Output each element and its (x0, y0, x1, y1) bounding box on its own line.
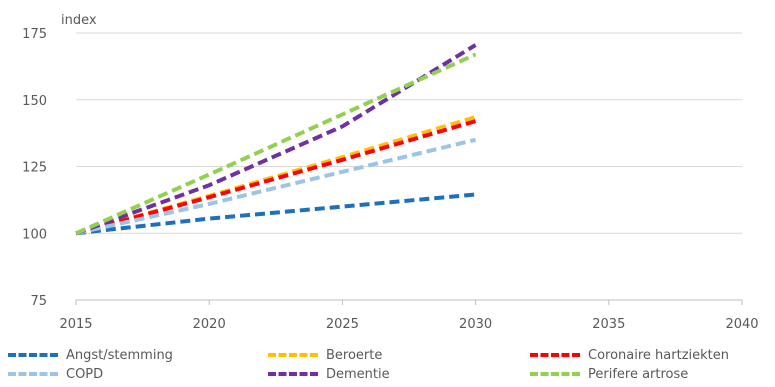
x-tick-label: 2030 (459, 317, 492, 332)
legend-label: COPD (66, 366, 104, 382)
x-tick-labels: 2015 2020 2025 2030 2035 2040 (59, 317, 758, 332)
y-tick-label: 75 (30, 294, 47, 309)
series-line (75, 52, 477, 236)
legend-item: Angst/stemming (8, 346, 173, 364)
grid-lines (76, 32, 742, 234)
series-line (75, 137, 477, 236)
series-line (75, 192, 476, 236)
y-tick-label: 100 (22, 227, 47, 242)
x-tick-label: 2015 (59, 317, 92, 332)
y-tick-labels: 75 100 125 150 175 (22, 27, 47, 309)
legend-swatch (268, 353, 318, 357)
legend-label: Angst/stemming (66, 347, 173, 363)
legend-label: Beroerte (326, 347, 383, 363)
legend-item: Beroerte (268, 346, 382, 364)
y-tick-label: 175 (22, 27, 47, 42)
series-lines (75, 43, 477, 236)
legend-swatch (268, 372, 318, 376)
legend-swatch (530, 353, 580, 357)
legend-item: Coronaire hartziekten (530, 346, 729, 364)
y-axis-unit-label: index (61, 13, 97, 28)
legend-item: Dementie (268, 365, 390, 383)
x-tick-label: 2035 (592, 317, 625, 332)
legend-swatch (8, 372, 58, 376)
legend-label: Coronaire hartziekten (588, 347, 729, 363)
legend-item: COPD (8, 365, 103, 383)
y-tick-label: 125 (22, 161, 47, 176)
legend-label: Dementie (326, 366, 390, 382)
legend-swatch (530, 372, 580, 376)
legend-swatch (8, 353, 58, 357)
x-tick-label: 2025 (326, 317, 359, 332)
legend-label: Perifere artrose (588, 366, 689, 382)
legend: Angst/stemming Beroerte Coronaire hartziek… (0, 346, 775, 386)
x-tick-label: 2020 (193, 317, 226, 332)
x-tick-label: 2040 (725, 317, 758, 332)
legend-item: Perifere artrose (530, 365, 688, 383)
y-tick-label: 150 (22, 94, 47, 109)
series-line (75, 119, 477, 236)
axes (75, 299, 743, 305)
